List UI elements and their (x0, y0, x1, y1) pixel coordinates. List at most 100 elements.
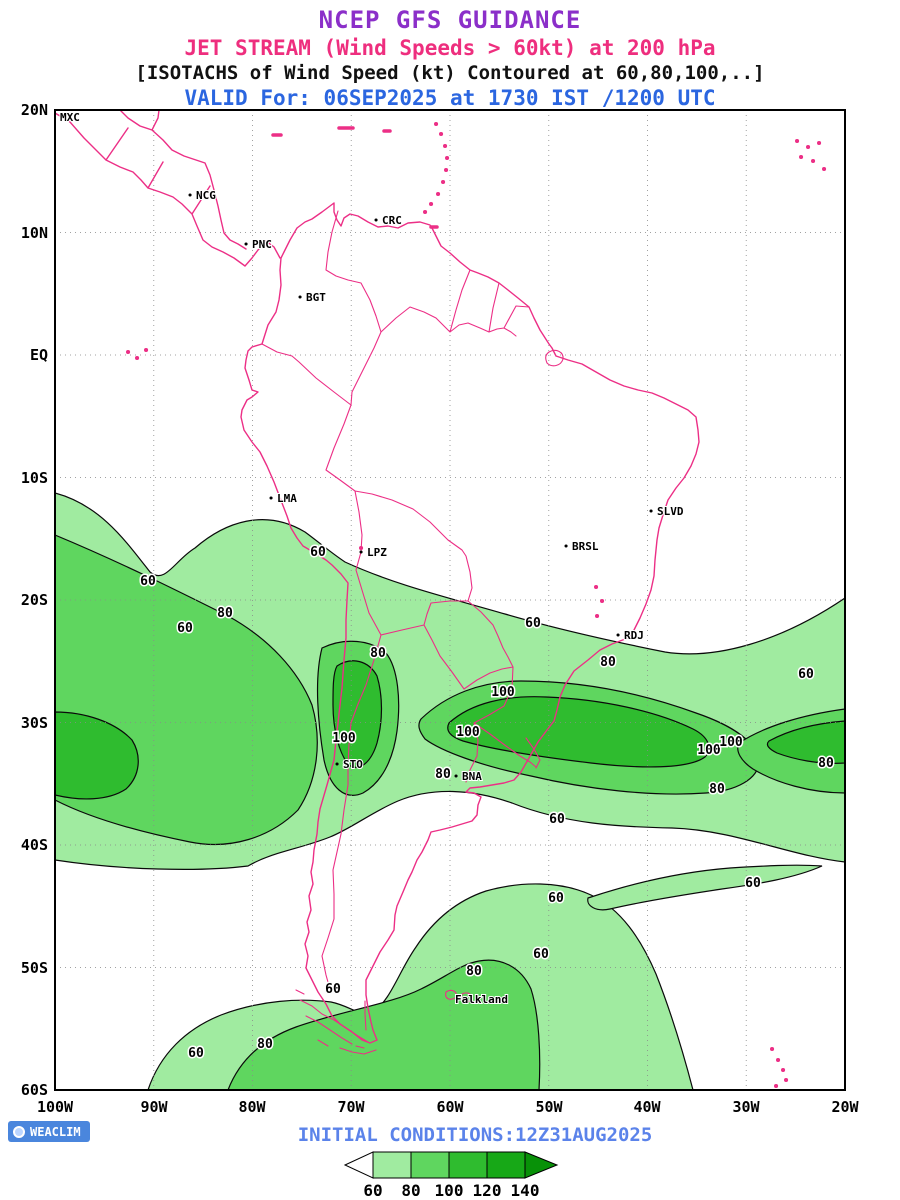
contour-label: 60 (548, 891, 564, 906)
small-islands-dots (126, 122, 827, 1088)
lat-tick-label: EQ (30, 346, 48, 364)
lon-tick-label: 50W (535, 1098, 563, 1116)
contour-label: 80 (600, 655, 616, 670)
lat-tick-label: 10S (21, 469, 48, 487)
lon-tick-label: 90W (140, 1098, 168, 1116)
lat-tick-label: 40S (21, 836, 48, 854)
lat-tick-label: 20S (21, 591, 48, 609)
marajo-island (545, 349, 564, 367)
contour-label: 60 (533, 947, 549, 962)
contour-label: 60 (177, 621, 193, 636)
legend-tick-label: 140 (511, 1181, 540, 1200)
legend-tick-label: 60 (363, 1181, 382, 1200)
contour-label: 60 (798, 667, 814, 682)
contour-label: 60 (549, 812, 565, 827)
contour-label: 60 (745, 876, 761, 891)
lat-tick-label: 20N (21, 101, 48, 119)
city-label: BRSL (572, 540, 599, 553)
contour-label: 60 (325, 982, 341, 997)
city-label: PNC (252, 238, 272, 251)
valid-time: VALID For: 06SEP2025 at 1730 IST /1200 U… (184, 86, 716, 110)
lon-tick-label: 40W (633, 1098, 661, 1116)
isotach-60-region-south-tongue (587, 864, 823, 911)
legend-segment-60-80 (372, 1151, 412, 1179)
lon-tick-label: 60W (436, 1098, 464, 1116)
longitude-axis: 100W 90W 80W 70W 60W 50W 40W 30W 20W (37, 1098, 860, 1116)
south-america-coastline (240, 202, 700, 1044)
legend-tick-label: 120 (473, 1181, 502, 1200)
initial-conditions: INITIAL CONDITIONS:12Z31AUG2025 (297, 1124, 653, 1146)
contour-label: 60 (310, 545, 326, 560)
grid-lines-vertical (153, 110, 747, 1090)
city-label: CRC (382, 214, 402, 227)
contour-labels: 60 60 80 60 60 80 80 100 60 100 100 100 … (139, 544, 836, 1063)
city-label: RDJ (624, 629, 644, 642)
contour-note: [ISOTACHS of Wind Speed (kt) Contoured a… (135, 62, 765, 84)
contour-label: 100 (697, 743, 721, 758)
city-label: MXC (60, 111, 80, 124)
city-label: Falkland (455, 993, 508, 1006)
isotach-100-region-andes (332, 660, 383, 768)
city-label: NCG (196, 189, 216, 202)
city-label: STO (343, 758, 363, 771)
isotach-100-region-central (447, 696, 710, 768)
legend-segment-over-140 (524, 1151, 559, 1179)
contour-label: 60 (525, 616, 541, 631)
island-outlines (271, 126, 439, 229)
map-geography (55, 110, 827, 1088)
legend-segment-under-60 (343, 1151, 374, 1179)
lon-tick-label: 80W (238, 1098, 266, 1116)
lon-tick-label: 30W (732, 1098, 760, 1116)
lon-tick-label: 100W (37, 1098, 74, 1116)
contour-label: 100 (332, 731, 356, 746)
chart-subtitle: JET STREAM (Wind Speeds > 60kt) at 200 h… (184, 36, 716, 60)
lon-tick-label: 20W (831, 1098, 859, 1116)
contour-label: 80 (370, 646, 386, 661)
central-america-coastline (55, 110, 281, 267)
contour-label: 60 (188, 1046, 204, 1061)
contour-label: 80 (466, 964, 482, 979)
contour-label: 80 (709, 782, 725, 797)
country-borders (261, 210, 537, 1031)
lat-tick-label: 50S (21, 959, 48, 977)
lat-tick-label: 10N (21, 224, 48, 242)
legend-tick-label: 80 (401, 1181, 420, 1200)
contour-label: 80 (257, 1037, 273, 1052)
contour-label: 80 (818, 756, 834, 771)
city-labels: MXC NCG CRC PNC BGT LMA LPZ BRSL SLVD RD… (59, 110, 685, 1007)
plot-frame (54, 109, 846, 1091)
lon-tick-label: 70W (337, 1098, 365, 1116)
weaclim-logo: WEACLIM (8, 1121, 90, 1142)
city-label: BGT (306, 291, 326, 304)
isotach-80-region-south (227, 959, 541, 1090)
contour-label: 80 (217, 606, 233, 621)
legend-segment-120-140 (486, 1151, 526, 1179)
city-markers (188, 193, 653, 778)
contour-label: 80 (435, 767, 451, 782)
brand-label: WEACLIM (30, 1124, 81, 1139)
contour-label: 100 (491, 685, 515, 700)
lat-tick-label: 60S (21, 1081, 48, 1099)
legend-tick-label: 100 (435, 1181, 464, 1200)
latitude-axis: 20N 10N EQ 10S 20S 30S 40S 50S 60S (21, 101, 48, 1099)
city-label: LMA (277, 492, 297, 505)
falkland-islands (445, 989, 473, 1003)
lagoa-dos-patos (525, 737, 541, 769)
city-label: LPZ (367, 546, 387, 559)
city-label: SLVD (657, 505, 684, 518)
tierra-del-fuego-detail (295, 989, 377, 1055)
contour-label: 60 (140, 574, 156, 589)
lat-tick-label: 30S (21, 714, 48, 732)
legend-colorbar: 60 80 100 120 140 (343, 1151, 559, 1200)
contour-label: 100 (456, 725, 480, 740)
legend-segment-80-100 (410, 1151, 450, 1179)
legend-segment-100-120 (448, 1151, 488, 1179)
isotach-100-region-east (766, 720, 845, 764)
page-title: NCEP GFS GUIDANCE (318, 6, 582, 34)
plot-area (55, 110, 845, 1090)
contour-label: 100 (719, 735, 743, 750)
isotach-100-region-left (55, 711, 139, 800)
city-label: BNA (462, 770, 482, 783)
